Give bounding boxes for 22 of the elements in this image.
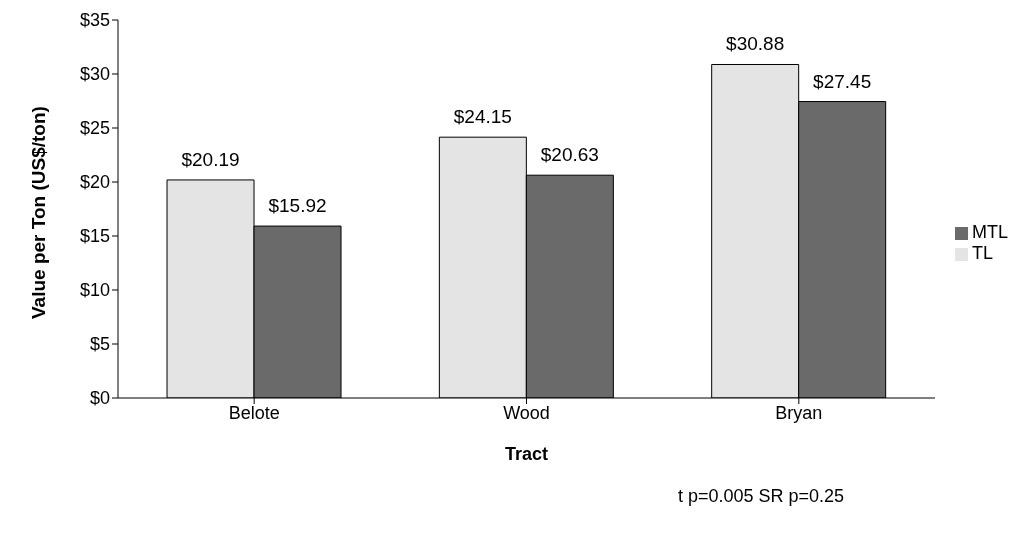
y-tick-label: $20 — [79, 172, 110, 193]
y-tick-label: $0 — [89, 388, 110, 409]
y-tick-label: $5 — [89, 334, 110, 355]
data-label: $30.88 — [726, 33, 785, 55]
data-label: $24.15 — [453, 106, 512, 128]
legend-label: TL — [972, 243, 994, 263]
x-axis-title: Tract — [504, 444, 549, 464]
data-label: $20.63 — [540, 144, 599, 166]
y-axis-title: Value per Ton (US$/ton) — [27, 106, 49, 319]
x-tick-label: Belote — [228, 402, 280, 423]
y-tick-label: $10 — [79, 280, 110, 301]
data-label: $27.45 — [813, 70, 872, 92]
text: t p=0.005 SR p=0.25 — [678, 486, 845, 507]
y-tick-label: $15 — [79, 226, 110, 247]
data-label: $15.92 — [268, 195, 327, 217]
y-tick-label: $35 — [79, 10, 110, 31]
y-tick-label: $30 — [79, 64, 110, 85]
x-tick-label: Wood — [503, 402, 550, 423]
x-tick-label: Bryan — [775, 402, 823, 423]
legend-label: MTL — [972, 222, 1008, 242]
data-label: $20.19 — [181, 148, 240, 170]
y-tick-label: $25 — [79, 118, 110, 139]
